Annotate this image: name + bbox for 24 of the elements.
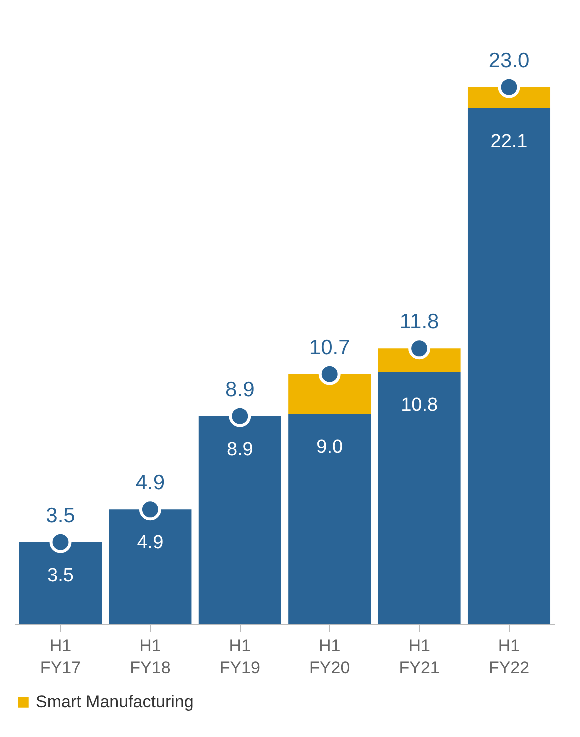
data-label: 8.9 xyxy=(226,439,254,460)
x-tick-label: H1 FY18 xyxy=(130,636,171,678)
bar xyxy=(468,108,551,624)
data-label: 22.1 xyxy=(490,131,528,152)
x-tick-label: H1 FY19 xyxy=(220,636,260,678)
data-label: 9.0 xyxy=(316,437,344,458)
x-tick-label: H1 FY20 xyxy=(310,636,350,678)
x-tick-label: H1 FY22 xyxy=(488,636,530,678)
bar xyxy=(288,414,372,624)
data-label: 4.9 xyxy=(136,472,166,495)
data-label: 23.0 xyxy=(488,49,530,72)
bar xyxy=(378,348,461,372)
data-label: 8.9 xyxy=(226,378,255,402)
data-label: 3.5 xyxy=(46,504,76,528)
x-tick-label: H1 FY17 xyxy=(40,636,82,678)
data-label: 10.7 xyxy=(309,336,350,360)
data-label: 3.5 xyxy=(48,565,74,586)
legend-label: Smart Manufacturing xyxy=(36,692,194,712)
x-tick-label: H1 FY21 xyxy=(399,636,440,678)
data-label: 11.8 xyxy=(400,310,440,334)
bar xyxy=(288,374,372,414)
data-label: 10.8 xyxy=(401,395,438,416)
data-label: 4.9 xyxy=(137,532,164,554)
bar xyxy=(378,372,461,624)
